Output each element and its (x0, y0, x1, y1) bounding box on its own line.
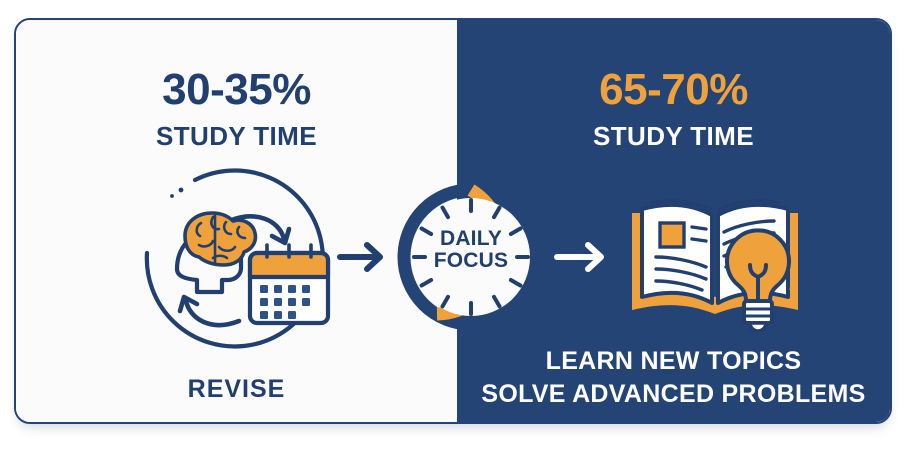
right-percent-value: 65-70% (599, 65, 748, 114)
left-percent-label: STUDY TIME (156, 121, 317, 151)
right-bottom-line-2: SOLVE ADVANCED PROBLEMS (481, 380, 866, 408)
clock-icon: DAILY FOCUS (397, 183, 545, 331)
infographic-card: 30-35% STUDY TIME (14, 18, 892, 424)
right-bottom-line-1: LEARN NEW TOPICS (545, 347, 802, 375)
left-panel: 30-35% STUDY TIME (16, 20, 457, 422)
right-percent-label: STUDY TIME (593, 121, 754, 151)
open-book-lightbulb-icon (620, 185, 810, 335)
brain-calendar-revision-cycle-icon (129, 163, 334, 358)
right-panel: 65-70% STUDY TIME (457, 20, 890, 422)
left-percent-value: 30-35% (162, 65, 311, 114)
arrow-right-navy-icon (336, 232, 392, 282)
arrow-right-white-icon (552, 232, 614, 282)
left-bottom-label: REVISE (187, 375, 286, 403)
right-bottom-labels: LEARN NEW TOPICS SOLVE ADVANCED PROBLEMS (457, 345, 890, 411)
